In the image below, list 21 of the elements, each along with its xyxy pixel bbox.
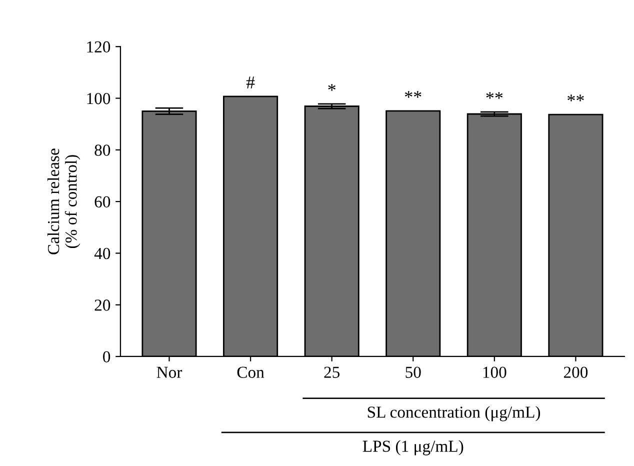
text: SL concentration (μg/mL): [368, 406, 540, 422]
annotation: **: [568, 94, 584, 102]
annotation: **: [486, 92, 503, 99]
y-tick-label: 60: [94, 196, 110, 208]
y-tick-label: 80: [94, 144, 110, 156]
y-tick-label: 20: [94, 300, 110, 311]
annotation: *: [328, 84, 336, 91]
annotation: #: [246, 76, 255, 88]
x-tick-label: Nor: [156, 366, 182, 378]
y-tick-label: 40: [94, 248, 110, 260]
y-tick-label: 100: [87, 92, 110, 104]
y-axis-title: Calcium release (% of control): [47, 148, 80, 254]
x-tick-label: 25: [324, 366, 340, 378]
x-tick-label: 50: [406, 366, 421, 378]
text: LPS (1 μg/mL): [362, 440, 464, 456]
x-tick-label: 200: [564, 366, 588, 378]
y-tick-label: 120: [87, 41, 110, 53]
y-tick-label: 0: [103, 351, 110, 362]
x-tick-label: Con: [237, 366, 264, 378]
x-tick-label: 100: [483, 366, 506, 378]
annotation: **: [404, 91, 422, 98]
